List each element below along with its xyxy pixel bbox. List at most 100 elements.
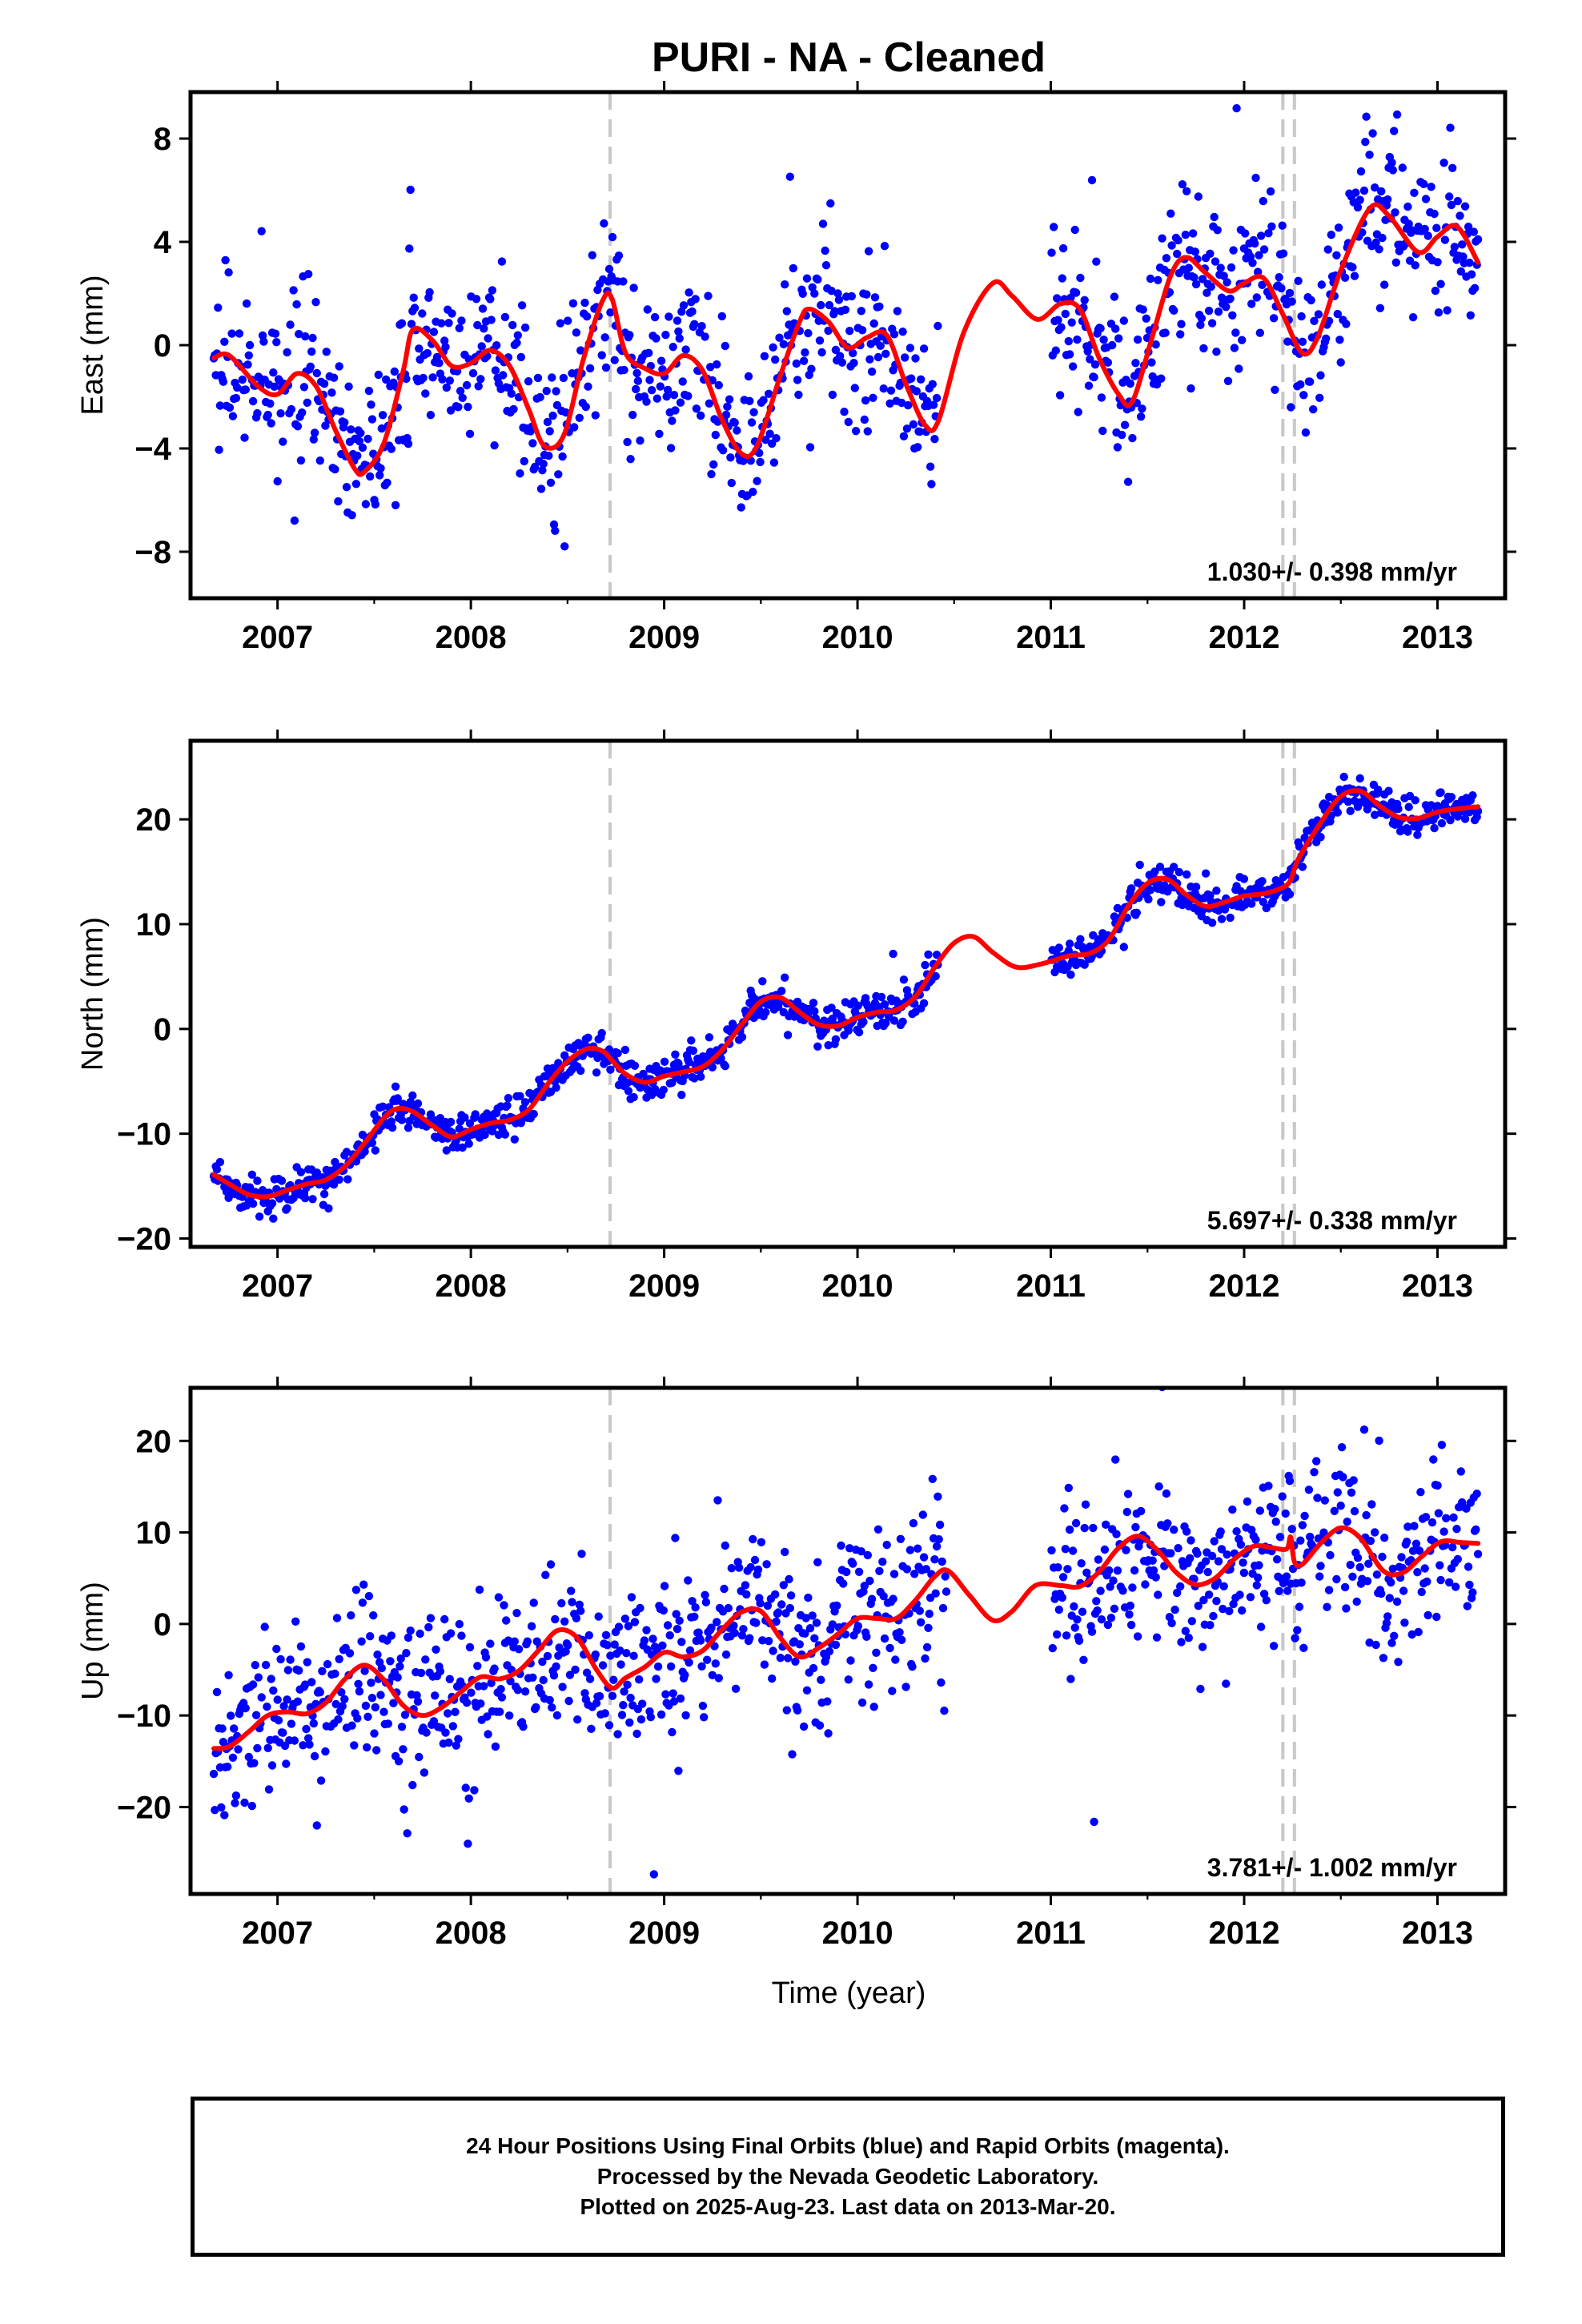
data-point (283, 1204, 291, 1213)
data-point (486, 295, 495, 304)
data-point (473, 1662, 482, 1671)
data-point (1391, 208, 1399, 217)
data-point (1228, 311, 1237, 320)
data-point (480, 1130, 489, 1140)
data-point (1126, 1601, 1135, 1610)
data-point (905, 1546, 915, 1554)
data-point (1103, 1620, 1113, 1630)
data-point (465, 1119, 475, 1128)
data-point (1258, 877, 1267, 886)
data-point (582, 312, 592, 321)
data-point (758, 977, 767, 986)
data-point (666, 444, 676, 452)
data-point (1390, 127, 1399, 135)
data-point (399, 1745, 408, 1754)
data-point (560, 1617, 569, 1626)
data-point (505, 1711, 514, 1720)
data-point (1109, 682, 1117, 690)
data-point (875, 302, 884, 311)
data-point (708, 1063, 717, 1072)
data-point (1316, 833, 1325, 842)
data-point (1429, 1455, 1438, 1464)
data-point (296, 1168, 306, 1176)
data-point (761, 436, 770, 444)
y-tick-label: 20 (136, 802, 172, 838)
data-point (474, 382, 483, 391)
data-point (726, 453, 735, 462)
data-point (1144, 895, 1153, 904)
data-point (1343, 798, 1353, 806)
data-point (455, 1619, 464, 1629)
data-point (1269, 1642, 1279, 1651)
data-point (1299, 391, 1308, 400)
data-point (1252, 1581, 1262, 1590)
data-point (584, 1033, 592, 1043)
data-point (1463, 1602, 1472, 1610)
data-point (564, 1696, 573, 1706)
footer-box: 24 Hour Positions Using Final Orbits (bl… (191, 2097, 1505, 2257)
data-point (257, 227, 266, 235)
data-point (241, 1703, 250, 1713)
data-point (1278, 1492, 1287, 1501)
data-point (529, 1598, 538, 1607)
data-point (817, 300, 825, 310)
data-point (926, 462, 935, 471)
data-point (240, 1798, 249, 1807)
data-point (309, 435, 318, 444)
data-point (701, 1590, 709, 1600)
data-point (836, 352, 845, 360)
data-point (760, 1660, 769, 1669)
data-point (935, 1520, 945, 1530)
data-point (685, 1058, 693, 1067)
data-point (538, 466, 547, 475)
x-axis-label: Time (year) (771, 1976, 926, 2010)
data-point (559, 373, 568, 383)
data-point (1383, 1612, 1392, 1621)
data-point (932, 393, 942, 403)
data-point (295, 1666, 303, 1675)
data-point (1151, 340, 1160, 349)
data-point (257, 1693, 266, 1702)
data-point (1371, 1528, 1379, 1537)
data-point (548, 411, 557, 420)
data-point (1339, 1473, 1347, 1482)
data-point (299, 1741, 307, 1750)
data-point (628, 410, 637, 420)
data-point (364, 1591, 374, 1601)
data-point (291, 1617, 300, 1626)
data-point (833, 1601, 841, 1610)
data-point (464, 1140, 473, 1148)
data-point (269, 1686, 278, 1695)
data-point (854, 1027, 864, 1037)
data-point (1054, 1605, 1064, 1614)
data-point (1436, 788, 1445, 797)
data-point (769, 1647, 777, 1655)
data-point (889, 330, 899, 339)
plot-area (209, 741, 1483, 1247)
data-point (1255, 251, 1263, 259)
data-point (561, 1647, 570, 1656)
data-point (416, 1629, 424, 1638)
data-point (899, 432, 909, 440)
data-point (293, 1697, 303, 1706)
data-point (552, 1084, 560, 1092)
data-point (282, 1759, 291, 1768)
data-point (373, 1651, 382, 1659)
data-point (1184, 263, 1194, 272)
data-point (857, 307, 866, 316)
data-point (255, 1212, 264, 1221)
data-point (568, 299, 578, 308)
data-point (377, 424, 386, 433)
data-point (1434, 308, 1443, 317)
data-point (1054, 943, 1064, 952)
data-point (1285, 288, 1295, 298)
data-point (1377, 1589, 1386, 1598)
data-point (1379, 1654, 1388, 1663)
data-point (1462, 1504, 1471, 1514)
data-point (345, 1649, 355, 1658)
data-point (279, 1728, 287, 1737)
data-point (623, 1680, 632, 1689)
data-point (552, 387, 560, 396)
data-point (610, 356, 619, 364)
data-point (442, 1146, 451, 1155)
